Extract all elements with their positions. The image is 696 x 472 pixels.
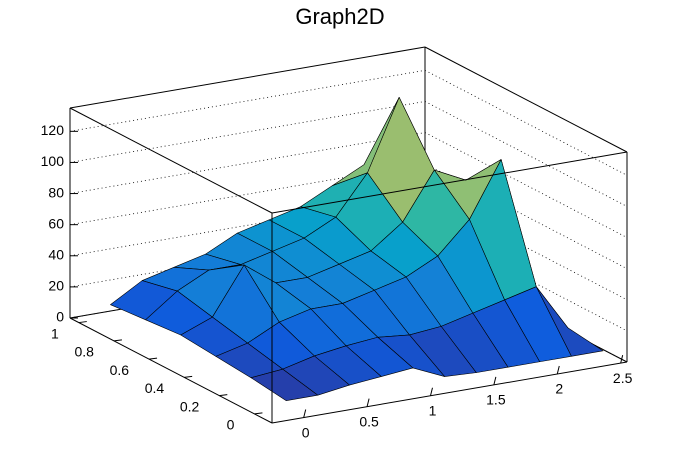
z-tick-label: 60 bbox=[48, 215, 64, 231]
box-edge bbox=[271, 151, 628, 214]
y-tick bbox=[113, 339, 122, 342]
z-tick-label: 100 bbox=[41, 153, 65, 169]
x-tick bbox=[556, 365, 560, 375]
y-tick-label: 0 bbox=[227, 417, 235, 433]
y-tick bbox=[254, 412, 263, 415]
x-tick bbox=[429, 387, 433, 396]
y-tick bbox=[184, 375, 193, 378]
y-tick bbox=[78, 321, 87, 324]
y-tick bbox=[219, 394, 228, 397]
y-tick-label: 0.6 bbox=[110, 362, 130, 378]
grid-line bbox=[69, 132, 426, 194]
y-tick-label: 0.4 bbox=[145, 380, 165, 396]
x-tick bbox=[493, 376, 497, 385]
z-tick-label: 20 bbox=[48, 278, 64, 294]
x-tick-label: 2 bbox=[555, 381, 563, 397]
box-edge bbox=[69, 46, 426, 109]
x-tick-label: 2.5 bbox=[613, 370, 633, 386]
chart-title: Graph2D bbox=[295, 4, 384, 29]
y-tick bbox=[148, 357, 158, 360]
y-tick-label: 0.8 bbox=[74, 344, 94, 360]
z-tick-label: 80 bbox=[48, 184, 64, 200]
x-tick bbox=[303, 409, 307, 418]
box-edge bbox=[69, 107, 273, 214]
surface-cell bbox=[250, 368, 319, 401]
x-tick bbox=[620, 354, 624, 364]
grid-line bbox=[69, 101, 426, 163]
z-tick-label: 120 bbox=[41, 122, 65, 138]
x-tick-label: 0.5 bbox=[359, 413, 379, 429]
x-tick bbox=[366, 398, 370, 407]
box-edge bbox=[424, 46, 628, 153]
y-tick-label: 0.2 bbox=[180, 398, 200, 414]
z-tick-label: 40 bbox=[48, 246, 64, 262]
box-edge bbox=[69, 317, 273, 424]
x-tick-label: 1.5 bbox=[486, 392, 506, 408]
y-tick-label: 1 bbox=[51, 325, 59, 341]
box-edge bbox=[271, 361, 628, 424]
grid-line bbox=[69, 69, 426, 132]
x-tick-label: 0 bbox=[302, 424, 310, 440]
x-tick-label: 1 bbox=[429, 402, 437, 418]
z-tick-label: 0 bbox=[56, 309, 64, 325]
